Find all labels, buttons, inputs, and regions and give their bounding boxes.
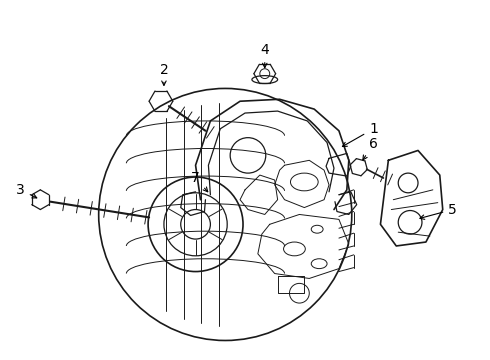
Text: 4: 4 bbox=[260, 43, 269, 68]
Text: 5: 5 bbox=[420, 203, 457, 219]
Text: 6: 6 bbox=[363, 136, 378, 160]
Text: 3: 3 bbox=[16, 183, 37, 198]
Text: 2: 2 bbox=[160, 63, 168, 85]
Text: 7: 7 bbox=[191, 171, 208, 192]
Text: 1: 1 bbox=[343, 122, 378, 147]
